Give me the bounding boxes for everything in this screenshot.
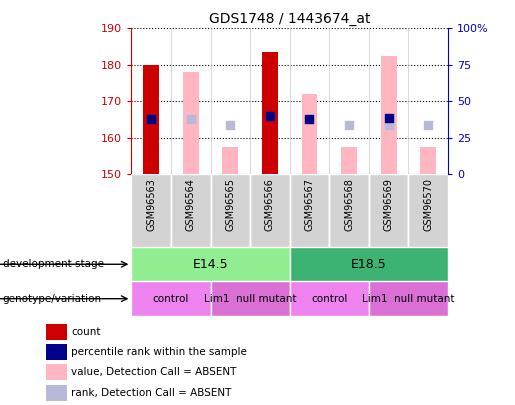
Bar [329, 174, 369, 247]
Point [226, 122, 234, 128]
Text: Lim1  null mutant: Lim1 null mutant [204, 294, 296, 304]
Bar [131, 281, 211, 316]
Bar [46, 324, 67, 340]
Bar [369, 281, 448, 316]
Text: control: control [311, 294, 348, 304]
Bar [171, 174, 211, 247]
Bar [46, 384, 67, 401]
Text: GSM96563: GSM96563 [146, 178, 156, 231]
Text: E18.5: E18.5 [351, 258, 387, 271]
Bar [46, 364, 67, 380]
Text: Lim1  null mutant: Lim1 null mutant [362, 294, 455, 304]
Text: GSM96564: GSM96564 [186, 178, 196, 231]
Text: GSM96569: GSM96569 [384, 178, 393, 231]
Bar [143, 65, 159, 174]
Point [424, 122, 433, 128]
Text: rank, Detection Call = ABSENT: rank, Detection Call = ABSENT [71, 388, 231, 398]
Bar [222, 147, 238, 174]
Title: GDS1748 / 1443674_at: GDS1748 / 1443674_at [209, 12, 370, 26]
Point [385, 114, 393, 121]
Text: GSM96567: GSM96567 [304, 178, 315, 231]
Point [305, 116, 314, 123]
Bar [420, 147, 436, 174]
Text: GSM96568: GSM96568 [344, 178, 354, 231]
Bar [341, 147, 357, 174]
Point [147, 116, 155, 123]
Text: genotype/variation: genotype/variation [3, 294, 101, 304]
Point [186, 116, 195, 123]
Point [266, 113, 274, 119]
Bar [46, 343, 67, 360]
Text: percentile rank within the sample: percentile rank within the sample [71, 347, 247, 356]
Bar [131, 247, 289, 281]
Bar [211, 281, 289, 316]
Text: GSM96570: GSM96570 [423, 178, 433, 231]
Bar [131, 174, 171, 247]
Bar [250, 174, 289, 247]
Bar [183, 72, 199, 174]
Text: development stage: development stage [3, 259, 104, 269]
Point [345, 122, 353, 128]
Text: count: count [71, 327, 100, 337]
Bar [381, 55, 397, 174]
Bar [289, 174, 329, 247]
Bar [408, 174, 448, 247]
Bar [369, 174, 408, 247]
Text: value, Detection Call = ABSENT: value, Detection Call = ABSENT [71, 367, 236, 377]
Text: GSM96566: GSM96566 [265, 178, 275, 231]
Text: control: control [153, 294, 189, 304]
Bar [262, 52, 278, 174]
Text: GSM96565: GSM96565 [225, 178, 235, 231]
Text: E14.5: E14.5 [193, 258, 228, 271]
Bar [211, 174, 250, 247]
Bar [302, 94, 317, 174]
Bar [289, 281, 369, 316]
Point [385, 122, 393, 128]
Bar [289, 247, 448, 281]
